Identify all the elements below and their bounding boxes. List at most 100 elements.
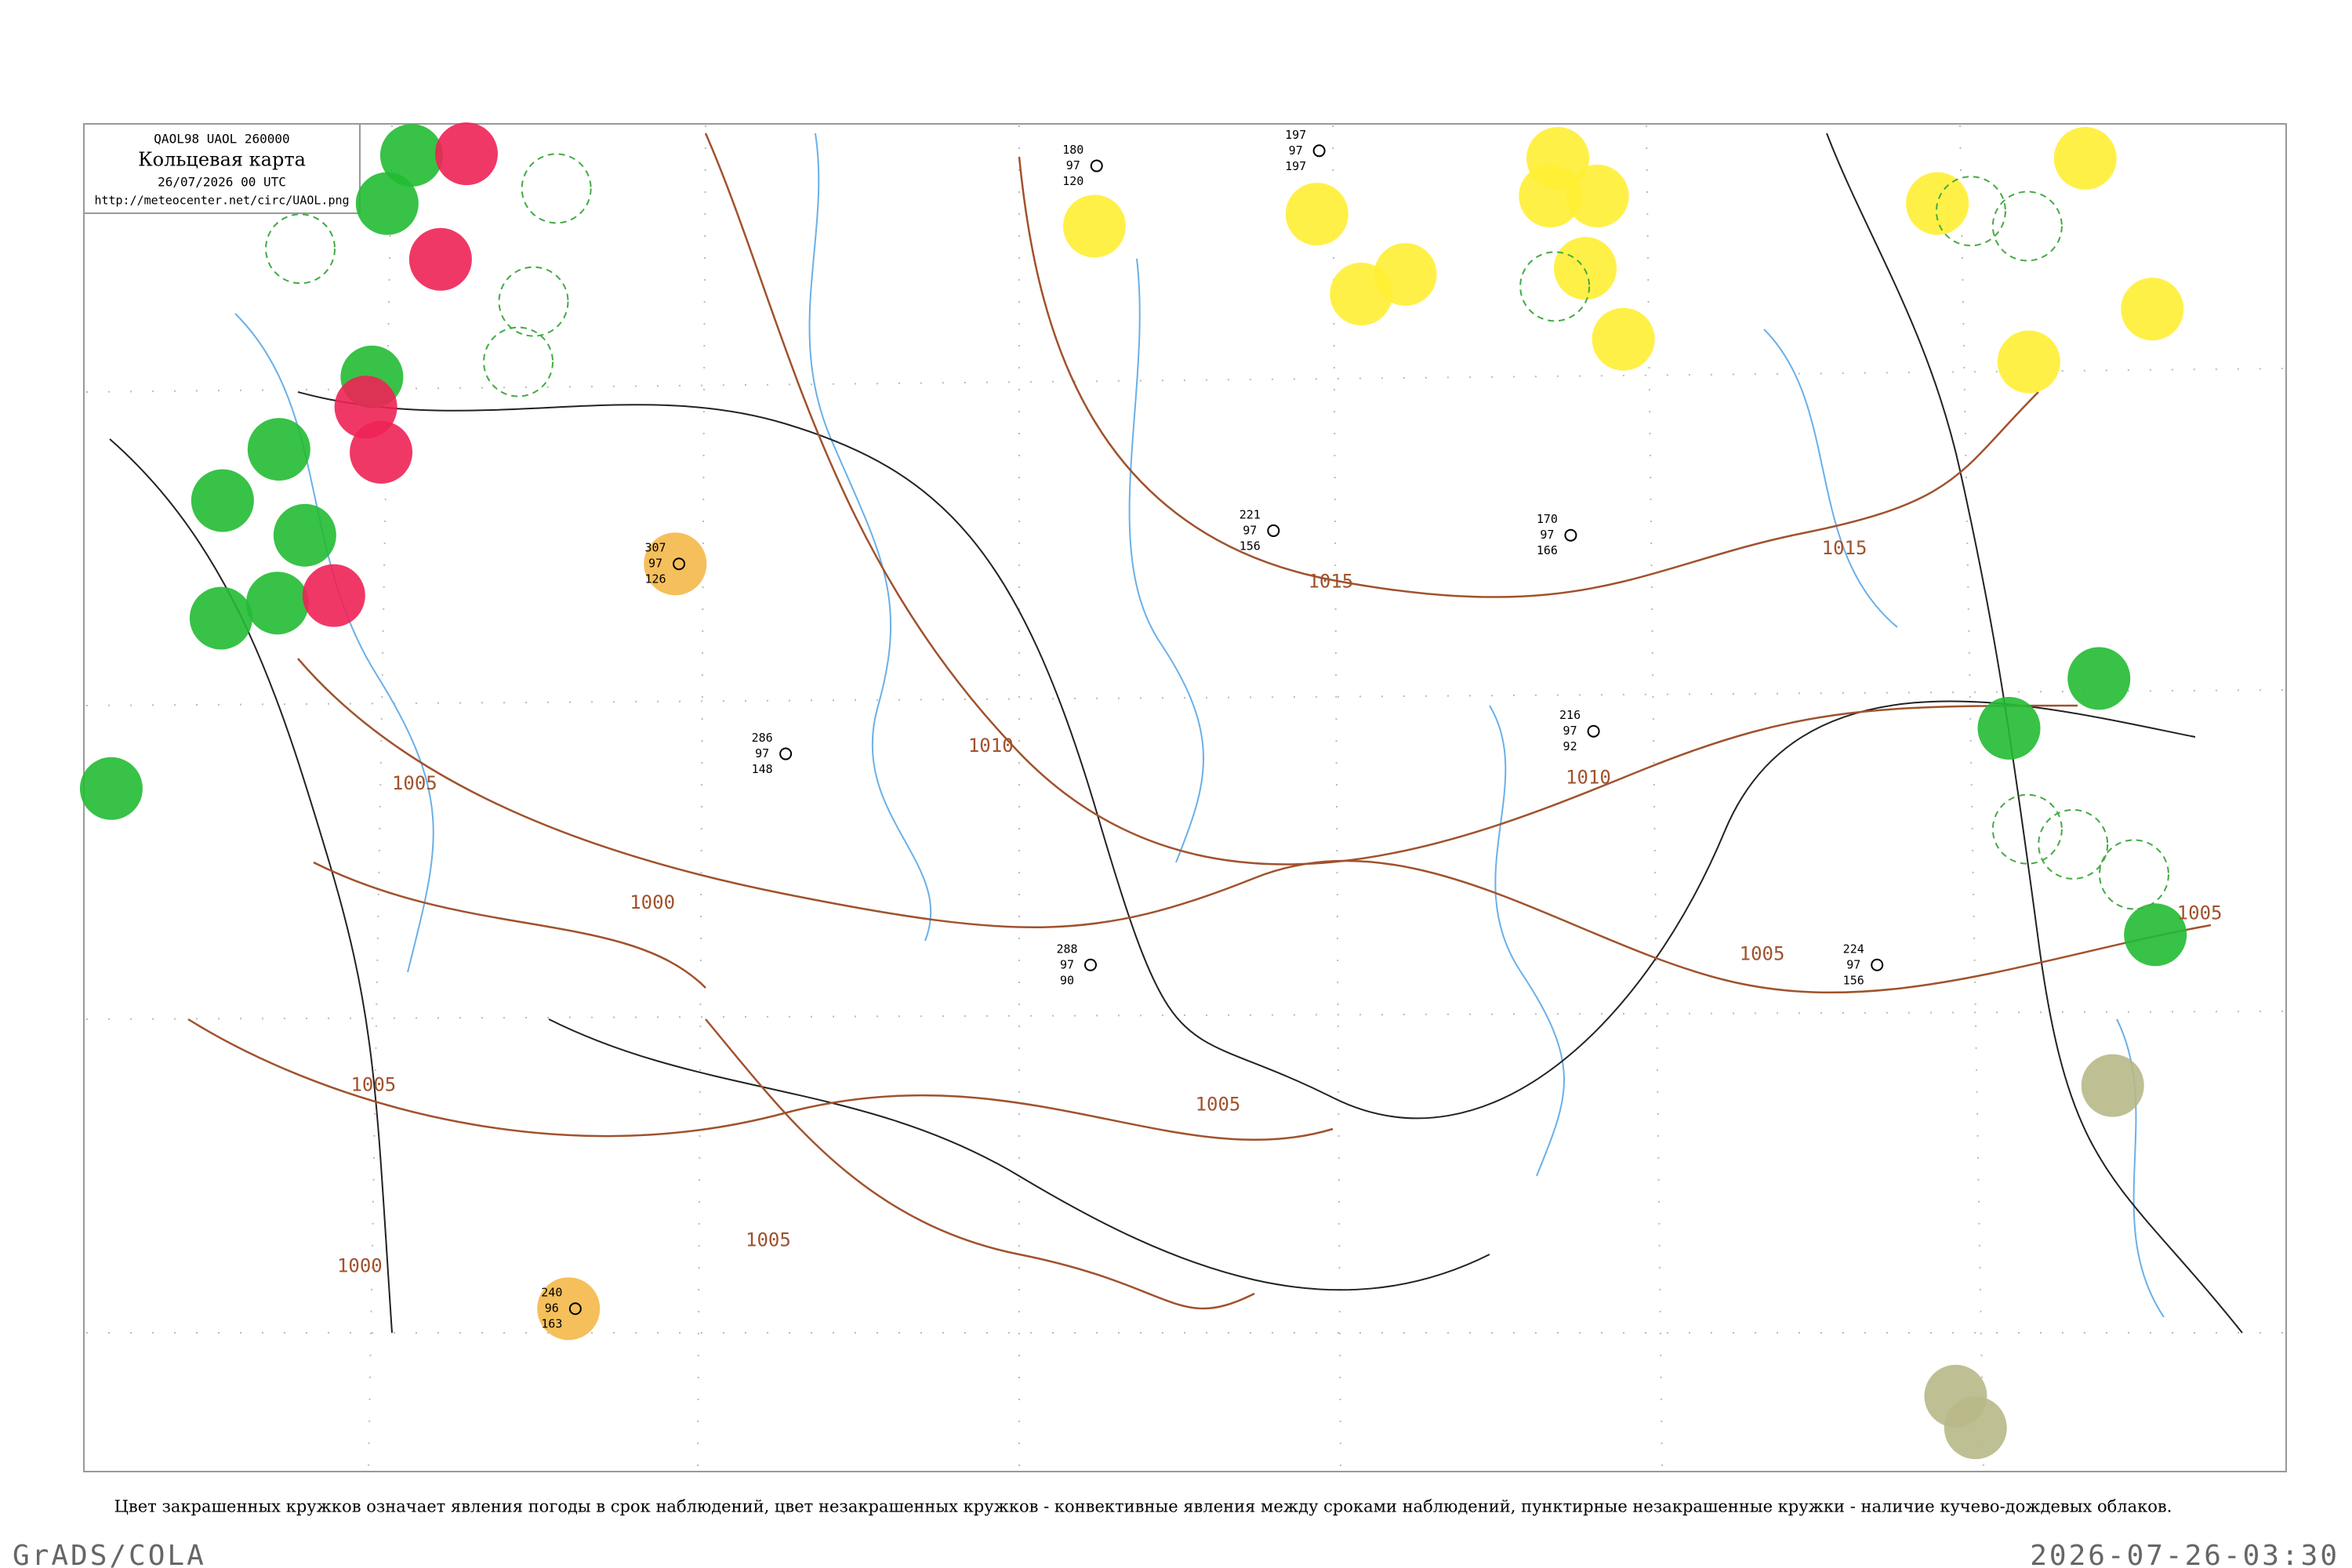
- station-plots: 3079712624096163221971561809712019797197…: [541, 128, 1884, 1331]
- weather-circle: [350, 420, 413, 484]
- weather-circle: [1944, 1396, 2007, 1460]
- graticule: [85, 125, 2286, 1471]
- header-title: Кольцевая карта: [138, 149, 306, 171]
- isobars: [187, 132, 2212, 1310]
- weather-circles: [79, 122, 2187, 1460]
- cb-circle: [483, 326, 554, 397]
- cb-circle: [2098, 839, 2169, 910]
- station-value: 120: [1062, 174, 1083, 188]
- cb-circle: [1519, 251, 1591, 322]
- header-box: QAOL98 UAOL 260000 Кольцевая карта 26/07…: [83, 123, 361, 214]
- header-frame: [83, 123, 361, 214]
- station-value: 170: [1537, 512, 1558, 526]
- weather-circle: [245, 572, 309, 635]
- cb-circle: [2038, 808, 2109, 880]
- station-marker: [1871, 958, 1884, 971]
- header-url: http://meteocenter.net/circ/UAOL.png: [94, 194, 349, 208]
- weather-circle: [644, 532, 707, 596]
- weather-circle: [1592, 307, 1655, 371]
- isobar-label: 1005: [1196, 1094, 1241, 1116]
- legend-caption: Цвет закрашенных кружков означает явлени…: [114, 1497, 2172, 1516]
- weather-circle: [2121, 278, 2184, 341]
- station-value: 224: [1843, 942, 1864, 956]
- station-value: 97: [1563, 724, 1577, 738]
- station-value: 97: [1060, 957, 1074, 971]
- weather-circle: [79, 757, 143, 820]
- isobar-label: 1005: [392, 772, 437, 794]
- weather-circle: [247, 418, 310, 481]
- borders: [109, 132, 2243, 1334]
- station-value: 166: [1537, 543, 1558, 557]
- weather-circle: [2124, 903, 2187, 967]
- station-value: 288: [1056, 942, 1077, 956]
- station-value: 156: [1240, 539, 1261, 553]
- weather-circle: [408, 227, 472, 291]
- station-value: 307: [644, 541, 666, 555]
- station-value: 96: [545, 1301, 559, 1316]
- weather-circle: [1330, 263, 1393, 325]
- station-value: 180: [1062, 143, 1083, 157]
- station-value: 286: [752, 731, 773, 745]
- isobar-label: 1005: [350, 1074, 396, 1096]
- weather-circle: [1519, 165, 1582, 227]
- weather-circle: [1554, 237, 1617, 300]
- cb-circle: [498, 266, 569, 337]
- cb-circle: [1935, 176, 2006, 247]
- station-value: 148: [752, 762, 773, 776]
- station-value: 97: [1540, 528, 1554, 542]
- weather-circle: [1997, 330, 2060, 394]
- footer-right: 2026-07-26-03:30: [2030, 1540, 2339, 1568]
- weather-circle: [2053, 126, 2117, 190]
- station-value: 216: [1559, 708, 1581, 722]
- station-value: 197: [1285, 128, 1306, 142]
- isobar-label: 1005: [2177, 902, 2223, 924]
- isobar-label: 1015: [1308, 570, 1353, 592]
- isobar-label: 1010: [1566, 766, 1611, 788]
- isobar-label: 1005: [1740, 942, 1785, 964]
- station-value: 221: [1240, 507, 1261, 521]
- station-marker: [1267, 524, 1280, 537]
- station-value: 97: [1243, 523, 1257, 537]
- isobar-label: 1000: [337, 1254, 383, 1276]
- cb-circle: [265, 213, 336, 285]
- weather-circle: [273, 503, 336, 567]
- weather-circle: [355, 172, 419, 235]
- footer-left: GrADS/COLA: [13, 1540, 206, 1568]
- cb-circle: [521, 153, 592, 224]
- station-value: 97: [1846, 957, 1860, 971]
- station-value: 97: [755, 746, 769, 760]
- station-value: 92: [1563, 739, 1577, 753]
- station-marker: [673, 557, 686, 571]
- station-value: 163: [541, 1317, 562, 1331]
- weather-circle: [302, 564, 365, 627]
- isobar-label: 1015: [1822, 537, 1867, 559]
- station-value: 240: [541, 1286, 562, 1300]
- weather-circle: [2067, 647, 2131, 710]
- weather-circle: [434, 122, 498, 186]
- station-marker: [568, 1302, 582, 1316]
- station-value: 97: [648, 557, 662, 571]
- weather-circle: [2081, 1054, 2144, 1117]
- isobar-label: 1010: [968, 735, 1014, 757]
- station-marker: [1587, 724, 1600, 738]
- weather-circle: [191, 469, 254, 532]
- station-marker: [1564, 528, 1577, 542]
- cb-circle: [1991, 191, 2063, 262]
- header-date: 26/07/2026 00 UTC: [158, 175, 286, 190]
- station-value: 97: [1066, 158, 1080, 172]
- weather-circle: [1062, 194, 1126, 258]
- weather-circle: [379, 124, 443, 187]
- weather-circle: [1566, 165, 1629, 227]
- isobar-label: 1005: [746, 1229, 791, 1251]
- rivers: [234, 132, 2165, 1318]
- station-value: 90: [1060, 973, 1074, 987]
- station-marker: [779, 747, 793, 760]
- weather-circle: [537, 1277, 601, 1341]
- station-value: 126: [644, 572, 666, 586]
- station-marker: [1090, 159, 1103, 172]
- station-value: 197: [1285, 159, 1306, 173]
- cb-circle: [1991, 793, 2063, 865]
- weather-circle: [1977, 696, 2041, 760]
- weather-circle: [1285, 183, 1348, 246]
